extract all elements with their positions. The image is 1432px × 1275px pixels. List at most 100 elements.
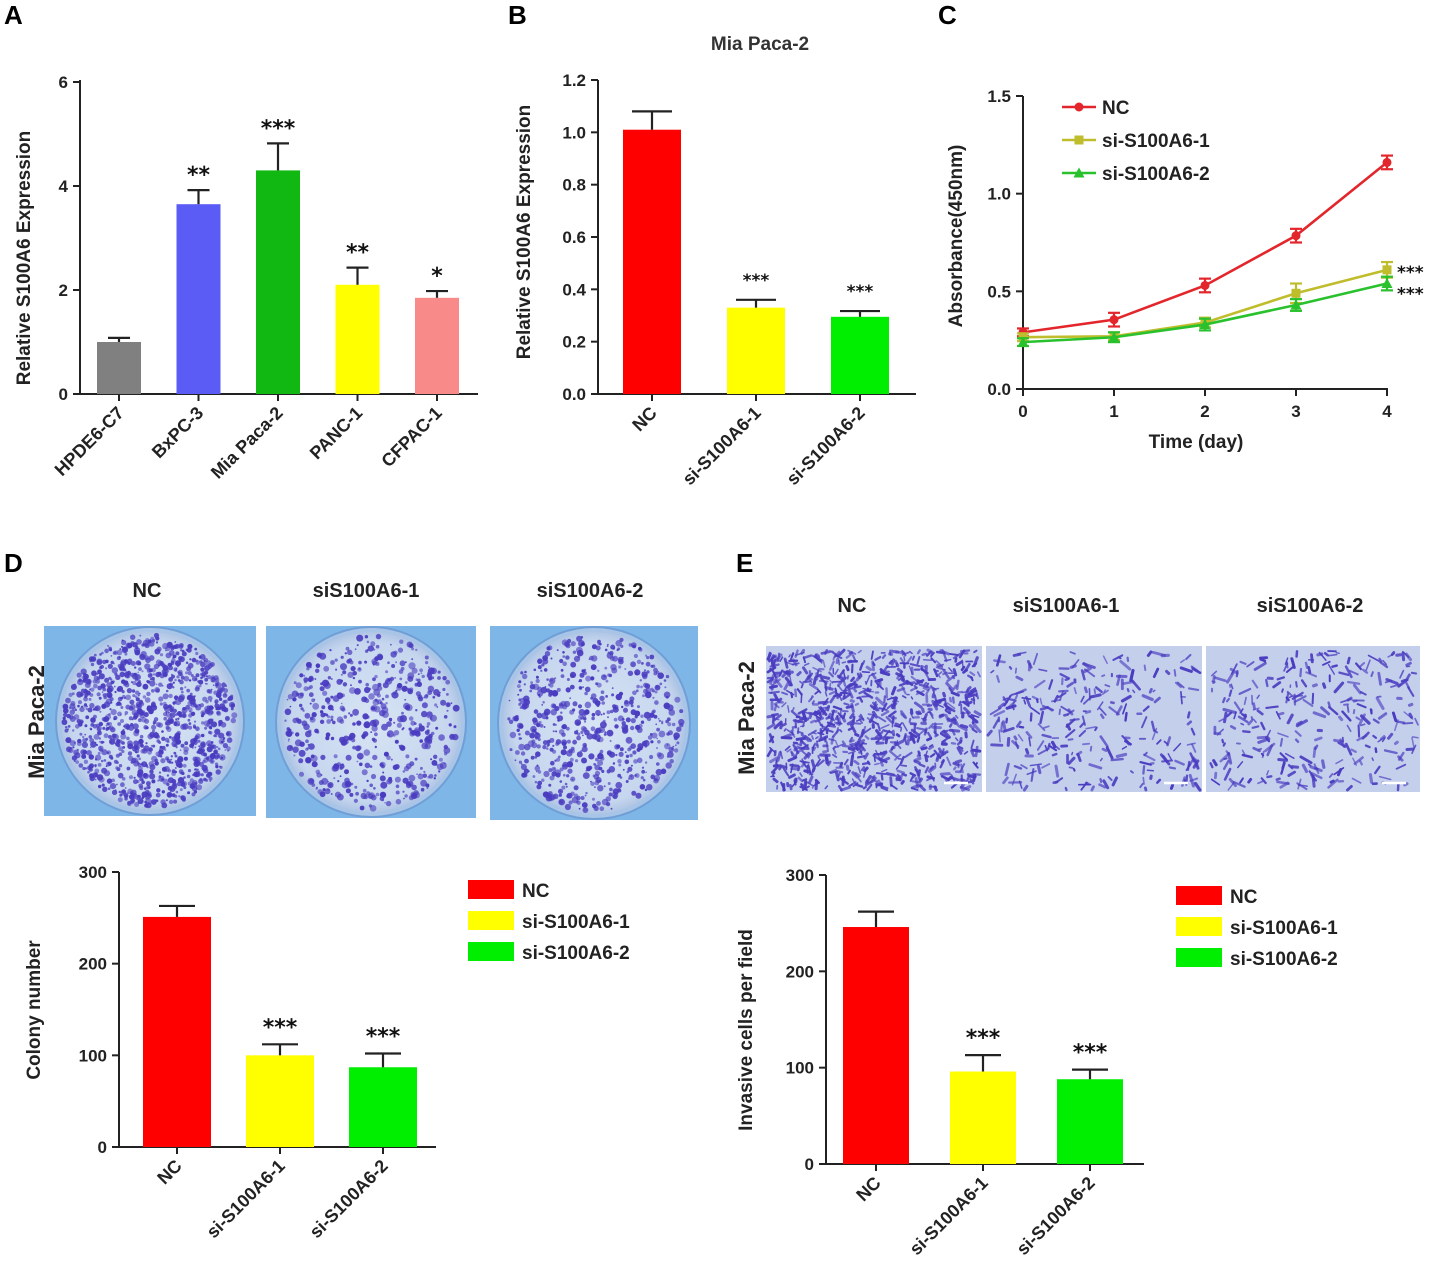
colony xyxy=(630,718,636,724)
colony xyxy=(95,754,102,761)
colony xyxy=(421,674,425,679)
cell xyxy=(1310,773,1316,782)
colony xyxy=(529,689,533,693)
colony xyxy=(573,785,579,791)
colony xyxy=(126,688,132,694)
colony xyxy=(593,786,596,789)
colony xyxy=(389,676,395,681)
cell xyxy=(880,756,891,763)
cell xyxy=(1032,652,1039,666)
colony xyxy=(176,675,180,679)
colony xyxy=(87,680,91,684)
colony xyxy=(370,731,373,734)
cell xyxy=(837,648,846,657)
cell xyxy=(1353,756,1364,765)
cell xyxy=(1222,760,1230,770)
colony xyxy=(374,745,377,749)
y-tick-label: 0.8 xyxy=(562,176,586,195)
colony xyxy=(136,639,142,645)
colony xyxy=(178,656,185,663)
colony xyxy=(208,705,214,711)
cell xyxy=(1229,725,1237,730)
cell xyxy=(938,750,949,758)
colony xyxy=(424,694,429,699)
cell xyxy=(814,782,819,786)
cell xyxy=(922,658,933,662)
invasive-cells xyxy=(1209,650,1419,792)
cell xyxy=(862,660,866,665)
colony xyxy=(304,712,311,719)
colony xyxy=(311,761,318,768)
cell xyxy=(772,777,779,784)
colony xyxy=(391,691,399,699)
colony xyxy=(649,754,654,760)
colony xyxy=(89,746,92,749)
cell xyxy=(1099,777,1103,784)
panel-letter-b: B xyxy=(508,0,527,30)
cell xyxy=(802,654,812,660)
colony xyxy=(518,702,522,706)
colony xyxy=(555,730,558,733)
colony xyxy=(213,675,219,681)
cell xyxy=(786,729,795,736)
colony xyxy=(350,666,356,672)
cell xyxy=(1115,705,1123,716)
cell xyxy=(832,747,837,755)
colony xyxy=(372,738,377,743)
colony xyxy=(349,687,356,694)
cell xyxy=(888,710,897,718)
colony xyxy=(553,768,556,770)
cell xyxy=(1321,759,1326,769)
chart-d-x-labels: NC si-S100A6-1 si-S100A6-2 xyxy=(153,1147,392,1242)
colony xyxy=(140,651,147,658)
cell xyxy=(1066,681,1074,688)
cell xyxy=(933,668,939,678)
colony xyxy=(145,764,148,767)
colony xyxy=(590,664,597,671)
colony xyxy=(85,737,89,741)
cell xyxy=(1287,764,1294,770)
cell xyxy=(894,650,906,655)
colony xyxy=(436,706,439,708)
cell xyxy=(1359,662,1366,668)
cell xyxy=(875,696,885,706)
colony xyxy=(394,739,399,744)
cell xyxy=(1168,766,1177,770)
colony xyxy=(101,767,108,774)
colony xyxy=(618,763,622,767)
colony xyxy=(554,677,557,680)
colony xyxy=(320,774,323,776)
colony xyxy=(128,716,133,721)
cell xyxy=(823,648,829,655)
colony xyxy=(403,797,405,800)
colony xyxy=(641,769,646,774)
legend-label: NC xyxy=(1102,98,1130,119)
colony xyxy=(115,674,121,680)
cell xyxy=(1089,693,1102,699)
x-tick-label: 3 xyxy=(1291,402,1300,421)
legend-label: NC xyxy=(522,881,550,902)
colony xyxy=(307,677,313,683)
colony xyxy=(664,686,667,689)
cell xyxy=(883,695,887,704)
cell xyxy=(1036,698,1039,704)
colony xyxy=(576,635,583,642)
colony xyxy=(76,719,82,725)
cell xyxy=(1011,740,1020,748)
colony xyxy=(286,698,289,701)
colony xyxy=(562,661,567,667)
colony xyxy=(615,753,618,757)
colony xyxy=(377,654,384,661)
x-tick-label: Mia Paca-2 xyxy=(207,403,287,483)
colony xyxy=(524,730,530,736)
colony xyxy=(569,757,574,762)
colony xyxy=(562,651,565,654)
colony xyxy=(165,649,167,652)
colony xyxy=(606,729,614,737)
colony xyxy=(406,641,413,648)
cell xyxy=(875,772,887,776)
colony xyxy=(348,712,351,715)
colony xyxy=(219,754,226,761)
cell xyxy=(1309,765,1323,773)
